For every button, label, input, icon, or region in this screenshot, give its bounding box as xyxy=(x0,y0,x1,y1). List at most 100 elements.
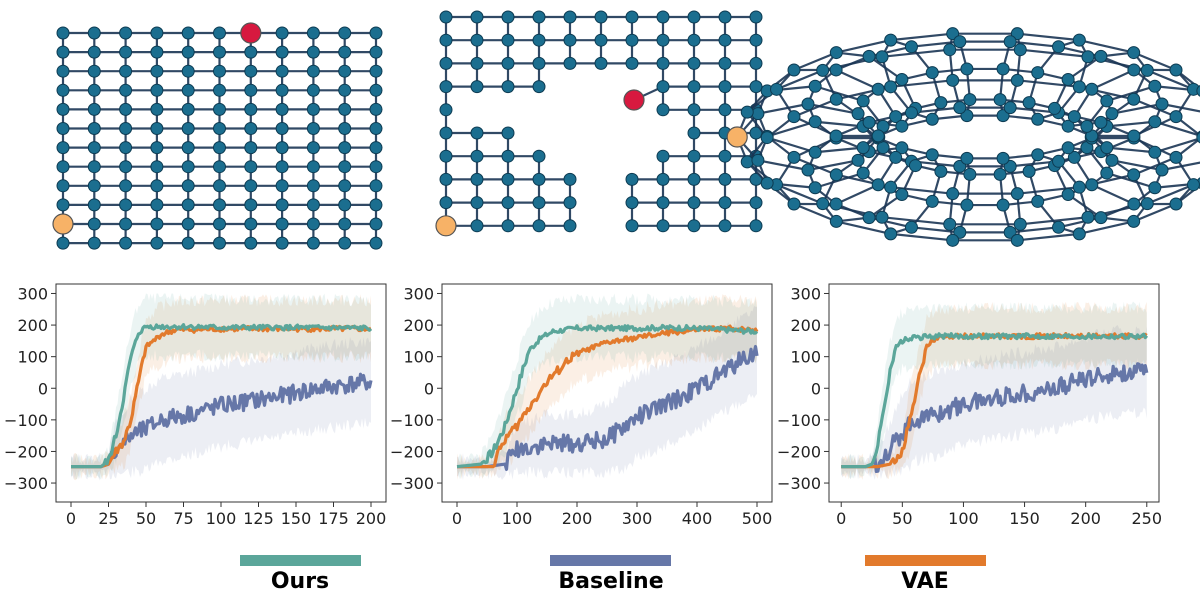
graph-node xyxy=(1105,153,1119,167)
graph-node xyxy=(829,63,843,77)
graph-node xyxy=(1031,112,1045,126)
graph-edge xyxy=(1106,146,1155,154)
graph-node xyxy=(244,122,258,135)
legend-swatch-ours xyxy=(240,555,361,566)
x-tick-label: 500 xyxy=(742,509,773,528)
graph-edge xyxy=(793,51,837,71)
graph-node xyxy=(213,64,226,78)
graph-edge xyxy=(1146,183,1194,205)
y-tick-label: −200 xyxy=(390,442,434,461)
graph-node xyxy=(625,196,639,210)
graph-node xyxy=(871,82,885,96)
graph-node xyxy=(87,179,101,193)
graph-edge xyxy=(1091,183,1135,206)
series-line-vae xyxy=(70,324,372,469)
graph-node xyxy=(470,196,484,210)
graph-node xyxy=(306,160,320,174)
graph-node xyxy=(532,219,546,233)
graph-node xyxy=(718,10,732,24)
graph-node xyxy=(150,236,164,250)
graph-node xyxy=(338,64,352,78)
graph-node xyxy=(181,160,195,174)
graph-node xyxy=(787,110,801,124)
graph-node xyxy=(1081,210,1095,224)
graph-illustrations xyxy=(52,10,1200,250)
graph-node xyxy=(1169,110,1183,124)
graph-node xyxy=(1048,101,1062,115)
graph-node xyxy=(718,149,732,163)
graph-node xyxy=(963,93,977,107)
graph-node xyxy=(56,122,70,135)
graph-edge xyxy=(1133,203,1177,223)
graph-node xyxy=(87,198,101,212)
graph-node xyxy=(1085,82,1099,96)
graph-node xyxy=(87,217,101,231)
graph-edge xyxy=(757,102,809,115)
graph-edge xyxy=(890,32,953,42)
graph-grid xyxy=(52,22,383,250)
series-line-ours xyxy=(841,332,1149,469)
graph-node xyxy=(829,92,843,106)
graph-node xyxy=(934,96,948,110)
graph-edge xyxy=(776,183,824,205)
graph-node xyxy=(1094,211,1108,225)
graph-node xyxy=(369,141,383,155)
graph-node xyxy=(1148,145,1162,159)
graph-node xyxy=(908,159,922,173)
graph-node xyxy=(56,102,70,116)
graph-node xyxy=(181,198,195,212)
graph-node xyxy=(275,198,289,212)
graph-node xyxy=(87,45,101,59)
x-tick-label: 100 xyxy=(206,509,237,528)
graph-node xyxy=(275,83,289,97)
graph-node xyxy=(687,149,701,163)
graph-node xyxy=(563,219,577,233)
graph-node xyxy=(150,160,164,174)
graph-node xyxy=(338,160,352,174)
graph-node xyxy=(1031,148,1045,162)
graph-node xyxy=(501,219,515,233)
band-ours xyxy=(71,293,371,480)
graph-node xyxy=(470,10,484,24)
graph-node xyxy=(884,227,898,241)
graph-edge xyxy=(776,69,824,91)
graph-node xyxy=(856,141,870,155)
graph-node xyxy=(439,196,453,210)
graph-node xyxy=(960,62,974,76)
graph-node xyxy=(181,217,195,231)
graph-node xyxy=(1155,163,1169,177)
graph-node xyxy=(1052,40,1066,54)
graph-node xyxy=(749,196,763,210)
graph-node xyxy=(1186,178,1200,192)
graph-node xyxy=(181,179,195,193)
graph-node xyxy=(439,10,453,24)
graph-node xyxy=(501,56,515,70)
graph-node xyxy=(306,198,320,212)
graph-node xyxy=(718,33,732,47)
graph-edge xyxy=(1010,40,1059,48)
graph-node xyxy=(119,102,133,116)
x-tick-label: 250 xyxy=(1132,509,1163,528)
graph-node xyxy=(816,63,830,77)
graph-node xyxy=(563,33,577,47)
graph-node xyxy=(946,73,960,87)
graph-node xyxy=(1127,214,1141,228)
graph-edge xyxy=(793,203,837,223)
band-vae xyxy=(457,294,757,480)
graph-node xyxy=(787,150,801,164)
graph-node xyxy=(656,196,670,210)
graph-node xyxy=(119,83,133,97)
graph-node xyxy=(439,172,453,186)
x-tick-label: 200 xyxy=(1070,509,1101,528)
graph-node xyxy=(244,141,258,155)
graph-node xyxy=(470,149,484,163)
band-ours xyxy=(457,293,757,480)
band-ours xyxy=(841,301,1147,480)
y-tick-label: −300 xyxy=(390,474,434,493)
graph-node xyxy=(213,179,226,193)
graph-node xyxy=(808,145,822,159)
graph-node xyxy=(687,33,701,47)
graph-node xyxy=(895,141,909,155)
graph-edge xyxy=(1091,68,1135,91)
graph-node xyxy=(1081,50,1095,64)
